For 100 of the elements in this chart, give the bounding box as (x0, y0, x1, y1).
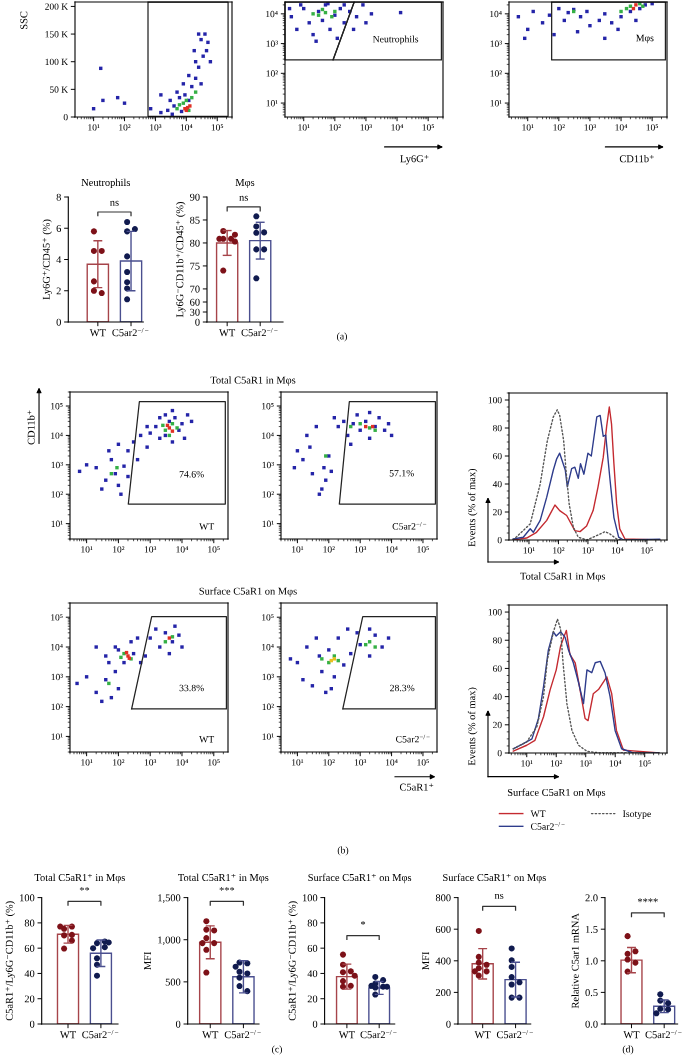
y-tick-label: 500 (165, 978, 181, 986)
chart-title: Total C5aR1⁺ in Mφs (178, 873, 269, 884)
y-tick-label: 0 (29, 1020, 35, 1028)
y-tick-label: 0.5 (585, 989, 598, 997)
x-tick-label: 10² (553, 124, 565, 131)
y-tick-label: 20 (307, 995, 318, 1003)
y-tick-label: 10² (262, 491, 274, 498)
y-tick-label: 10² (490, 70, 502, 77)
y-tick-label: 50 K (49, 86, 68, 93)
x-tick-label: 10³ (360, 124, 372, 131)
y-tick-label: 100 K (45, 58, 68, 66)
y-tick-label: 2.0 (585, 894, 598, 902)
x-tick-label: 10⁵ (639, 760, 651, 767)
y-tick-label: 10³ (262, 673, 274, 681)
y-tick-label: 1.5 (585, 925, 598, 933)
annotation: **** (637, 898, 658, 903)
x-tick-label: 10³ (144, 546, 157, 553)
text: (c) (272, 1045, 282, 1055)
legend-label: C5ar2$^{−/−}$ (530, 822, 565, 830)
x-tick-label: WT (59, 1031, 76, 1039)
x-axis-title: Ly6G⁺ (400, 155, 429, 165)
x-axis-title: Total C5aR1 in Mφs (520, 572, 606, 582)
x-tick-label: 10² (323, 759, 335, 766)
y-tick-label: 90 (189, 193, 200, 201)
y-tick-label: 200 (435, 989, 451, 997)
x-tick-label: 10⁴ (609, 760, 622, 767)
y-tick-label: 10¹ (51, 733, 63, 740)
y-axis-title: Relative C5ar1 mRNA (571, 913, 579, 1009)
y-tick-label: 10¹ (266, 100, 278, 107)
y-tick-label: 40 (307, 970, 318, 978)
y-tick-label: 10³ (51, 673, 63, 681)
x-tick-label: 10³ (144, 759, 157, 766)
y-tick-label: 60 (24, 944, 35, 952)
y-tick-label: 10⁵ (51, 614, 63, 621)
y-tick-label: 80 (190, 239, 200, 247)
x-tick-label: 10¹ (292, 759, 304, 766)
y-tick-label: 10¹ (490, 100, 502, 107)
x-tick-label: 10⁴ (611, 547, 624, 554)
y-tick-label: 80 (492, 425, 502, 432)
annotation: WT (199, 523, 215, 530)
chart-title: Mφs (235, 179, 255, 189)
y-tick-label: 400 (435, 957, 451, 965)
annotation: 57.1% (389, 469, 414, 477)
y-tick-label: 80 (492, 637, 502, 644)
x-tick-label: WT (623, 1031, 640, 1039)
y-axis-title: Events (% of max) (467, 687, 478, 766)
y-axis-title: Ly6G⁺/CD45⁺ (%) (42, 219, 52, 300)
y-tick-label: 1,000 (158, 936, 181, 945)
x-tick-label: 10¹ (81, 546, 93, 553)
text: (b) (337, 846, 349, 856)
x-tick-label: WT (474, 1031, 491, 1039)
annotation: 33.8% (179, 684, 204, 692)
annotation: C5ar2$^{−/−}$ (396, 734, 430, 743)
y-tick-label: 0 (312, 1020, 318, 1028)
annotation: * (360, 921, 366, 925)
annotation: WT (199, 736, 215, 743)
y-tick-label: 100 (20, 894, 35, 902)
y-tick-label: 10¹ (51, 520, 63, 527)
y-tick-label: 10⁴ (262, 432, 274, 439)
y-tick-label: 40 (24, 970, 35, 978)
y-tick-label: 8 (56, 193, 61, 201)
x-tick-label: WT (89, 329, 106, 337)
x-tick-label: 10⁵ (417, 759, 429, 766)
y-tick-label: 10² (51, 491, 63, 498)
x-tick-label: 10² (113, 546, 125, 553)
legend-label: WT (530, 810, 546, 818)
y-tick-label: 20 (493, 509, 502, 516)
text: (a) (337, 332, 347, 342)
y-tick-label: 0 (446, 1020, 451, 1028)
y-tick-label: 600 (435, 925, 451, 933)
x-tick-label: C5ar2$^{−/−}$ (82, 1029, 119, 1039)
annotation: Mφs (636, 34, 654, 44)
y-tick-label: 80 (24, 919, 35, 927)
y-tick-label: 10³ (51, 461, 63, 469)
x-tick-label: 10¹ (298, 124, 310, 131)
y-tick-label: 0.0 (585, 1020, 598, 1028)
y-tick-label: 10⁵ (51, 403, 63, 410)
x-tick-label: 10² (113, 759, 125, 766)
y-tick-label: 0 (175, 1020, 181, 1028)
x-tick-label: 10⁴ (386, 546, 398, 553)
x-tick-label: 10⁵ (422, 124, 435, 131)
x-tick-label: 10² (550, 760, 563, 767)
y-tick-label: 1.0 (585, 957, 598, 965)
y-tick-label: 10¹ (262, 733, 274, 740)
x-tick-label: C5ar2$^{−/−}$ (645, 1029, 682, 1039)
chart-title: Neutrophils (81, 178, 131, 189)
y-tick-label: 1,500 (158, 894, 181, 903)
y-tick-label: 100 (488, 609, 502, 616)
y-tick-label: 4 (56, 256, 62, 264)
x-tick-label: 10¹ (81, 759, 93, 766)
x-tick-label: WT (219, 329, 236, 337)
y-tick-label: 40 (492, 481, 502, 488)
chart-title: Surface C5aR1⁺ on Mφs (443, 873, 546, 884)
x-tick-label: 10⁴ (176, 546, 189, 553)
x-tick-label: 10⁵ (211, 124, 224, 131)
x-tick-label: C5ar2$^{−/−}$ (496, 1029, 533, 1039)
x-axis-title: C5aR1⁺ (399, 783, 434, 791)
annotation: ns (239, 195, 248, 201)
x-tick-label: 10² (553, 547, 565, 554)
y-tick-label: 150 K (45, 31, 68, 38)
